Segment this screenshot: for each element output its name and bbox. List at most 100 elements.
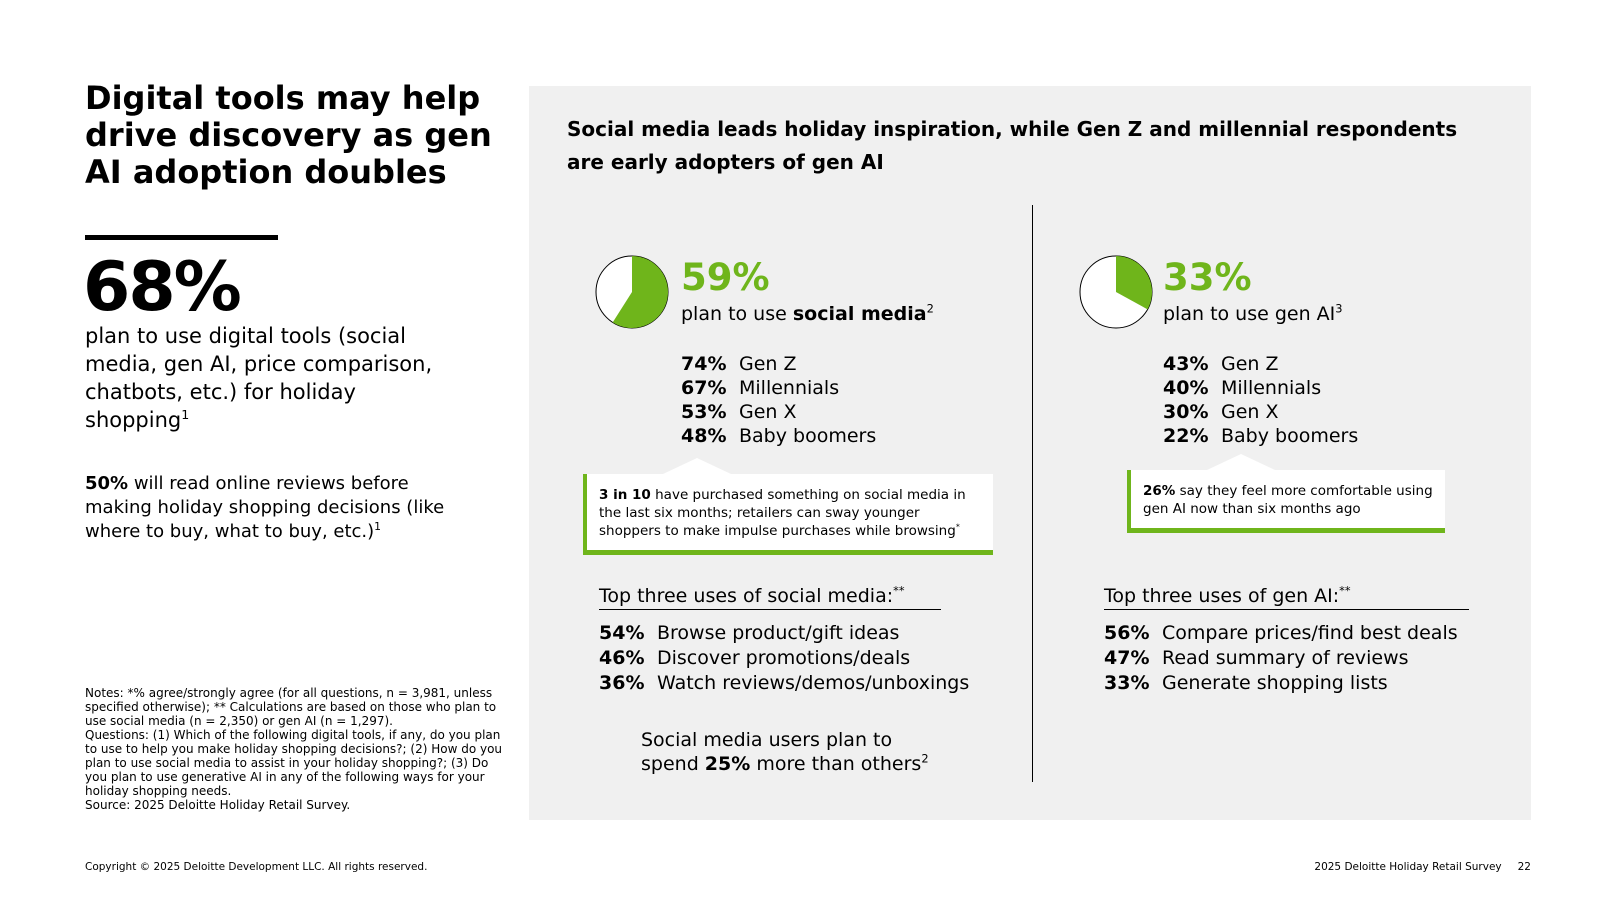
pie-slice: [1116, 256, 1152, 310]
uses: 56% Compare prices/find best deals 47% Read…: [1104, 621, 1458, 696]
use-label: Generate shopping lists: [1162, 672, 1388, 694]
uses-title-text: Top three uses of gen AI:: [1104, 585, 1340, 607]
breakdown-value: 74%: [681, 353, 727, 375]
subtitle-text: plan to use: [681, 303, 793, 325]
closing-text: Social media users plan to spend: [641, 729, 893, 775]
use-row: 46% Discover promotions/deals: [599, 646, 969, 671]
rule: [85, 235, 278, 240]
breakdown-label: Gen X: [1221, 401, 1279, 423]
breakdown-label: Gen Z: [1221, 353, 1279, 375]
breakdown-row: 40% Millennials: [1163, 376, 1358, 400]
use-value: 54%: [599, 622, 645, 644]
use-row: 56% Compare prices/find best deals: [1104, 621, 1458, 646]
pie-label: 59%: [681, 256, 770, 299]
closing-bold: 25%: [704, 753, 751, 775]
use-value: 47%: [1104, 647, 1150, 669]
use-label: Read summary of reviews: [1162, 647, 1409, 669]
breakdown-row: 67% Millennials: [681, 376, 876, 400]
use-label: Discover promotions/deals: [657, 647, 911, 669]
page-number: 22: [1517, 861, 1531, 873]
copyright: Copyright © 2025 Deloitte Development LL…: [85, 861, 428, 873]
use-row: 36% Watch reviews/demos/unboxings: [599, 671, 969, 696]
breakdown-label: Millennials: [739, 377, 840, 399]
use-value: 46%: [599, 647, 645, 669]
note: **: [1339, 583, 1351, 598]
breakdown-label: Millennials: [1221, 377, 1322, 399]
bold: 50%: [85, 473, 129, 494]
note-line: Source: 2025 Deloitte Holiday Retail Sur…: [85, 798, 351, 812]
breakdown-row: 48% Baby boomers: [681, 424, 876, 448]
callout-arrow: [663, 458, 731, 474]
closing: Social media users plan to spend 25% mor…: [641, 728, 931, 776]
note: 3: [1335, 301, 1343, 316]
headline-text: plan to use digital tools (social media,…: [85, 322, 465, 434]
use-label: Browse product/gift ideas: [657, 622, 900, 644]
divider: [1032, 205, 1033, 782]
breakdown-row: 74% Gen Z: [681, 352, 876, 376]
text: will read online reviews before making h…: [85, 473, 445, 542]
uses-title: Top three uses of social media:**: [599, 585, 941, 610]
pie-subtitle: plan to use social media2: [681, 303, 934, 325]
panel-title: Social media leads holiday inspiration, …: [567, 117, 1458, 174]
breakdown-value: 22%: [1163, 425, 1209, 447]
note-line: Notes: *% agree/strongly agree (for all …: [85, 686, 497, 728]
breakdown-label: Baby boomers: [739, 425, 877, 447]
pie-subtitle: plan to use gen AI3: [1163, 303, 1343, 325]
note: 2: [926, 301, 934, 316]
footer-right: 2025 Deloitte Holiday Retail Survey 22: [1314, 861, 1531, 873]
callout-text: say they feel more comfortable using gen…: [1143, 483, 1433, 517]
panel: [529, 86, 1531, 820]
breakdown-label: Gen Z: [739, 353, 797, 375]
use-label: Watch reviews/demos/unboxings: [657, 672, 970, 694]
uses: 54% Browse product/gift ideas 46% Discover …: [599, 621, 969, 696]
closing-text: more than others: [750, 753, 922, 775]
use-value: 56%: [1104, 622, 1150, 644]
breakdown-value: 40%: [1163, 377, 1209, 399]
callout-text: have purchased something on social media…: [599, 487, 966, 539]
uses-title-text: Top three uses of social media:: [599, 585, 894, 607]
callout-bold: 3 in 10: [599, 487, 651, 503]
use-label: Compare prices/find best deals: [1162, 622, 1458, 644]
breakdown-value: 53%: [681, 401, 727, 423]
subtitle-bold: social media: [792, 303, 927, 325]
reviews-stat: 50% will read online reviews before maki…: [85, 472, 445, 544]
callout-bold: 26%: [1143, 483, 1176, 499]
callout: 3 in 10 have purchased something on soci…: [583, 474, 993, 555]
callout: 26% say they feel more comfortable using…: [1127, 470, 1445, 533]
breakdown-label: Baby boomers: [1221, 425, 1359, 447]
use-value: 36%: [599, 672, 645, 694]
breakdown-value: 67%: [681, 377, 727, 399]
breakdown-value: 30%: [1163, 401, 1209, 423]
note: 1: [181, 407, 190, 422]
breakdown-row: 22% Baby boomers: [1163, 424, 1358, 448]
note: 1: [374, 520, 382, 533]
note-line: Questions: (1) Which of the following di…: [85, 728, 503, 798]
pie-label: 33%: [1163, 256, 1252, 299]
note: **: [893, 583, 905, 598]
title: Digital tools may help drive discovery a…: [85, 79, 492, 191]
notes: Notes: *% agree/strongly agree (for all …: [85, 686, 505, 812]
uses-title: Top three uses of gen AI:**: [1104, 585, 1469, 610]
use-row: 54% Browse product/gift ideas: [599, 621, 969, 646]
use-row: 47% Read summary of reviews: [1104, 646, 1458, 671]
breakdown-row: 43% Gen Z: [1163, 352, 1358, 376]
breakdown-row: 30% Gen X: [1163, 400, 1358, 424]
use-row: 33% Generate shopping lists: [1104, 671, 1458, 696]
note: *: [955, 521, 960, 532]
breakdown: 74% Gen Z 67% Millennials 53% Gen X 48% Baby bo…: [681, 352, 876, 448]
note: 2: [921, 751, 929, 766]
breakdown-value: 48%: [681, 425, 727, 447]
use-value: 33%: [1104, 672, 1150, 694]
breakdown: 43% Gen Z 40% Millennials 30% Gen X 22% Baby bo…: [1163, 352, 1358, 448]
headline-value: 68%: [83, 248, 242, 327]
breakdown-value: 43%: [1163, 353, 1209, 375]
breakdown-label: Gen X: [739, 401, 797, 423]
pie-slice: [612, 256, 668, 328]
subtitle-text: plan to use gen AI: [1163, 303, 1336, 325]
source: 2025 Deloitte Holiday Retail Survey: [1314, 861, 1502, 873]
breakdown-row: 53% Gen X: [681, 400, 876, 424]
callout-arrow: [1207, 454, 1275, 470]
text: plan to use digital tools (social media,…: [85, 324, 433, 432]
